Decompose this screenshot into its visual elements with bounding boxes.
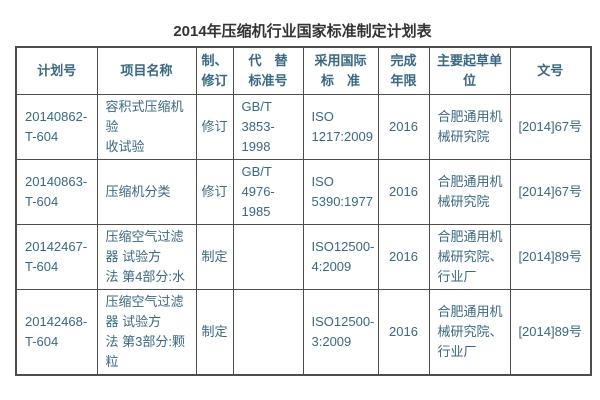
cell-doc_no: [2014]67号 xyxy=(509,158,592,225)
cell-year: 2016 xyxy=(377,288,430,376)
table-row: 20140862- T-604 容积式压缩机验 收试验 修订 GB/T 3853- 1… xyxy=(15,93,592,160)
cell-replaced_std xyxy=(232,223,304,290)
cell-drafting_unit: 合肥通用机 械研究院、 行业厂 xyxy=(428,223,511,290)
table-row: 20142468- T-604 压缩空气过滤 器 试验方 法 第3部分:颗 粒制定… xyxy=(15,288,592,376)
cell-doc_no: [2014]67号 xyxy=(509,93,592,160)
cell-replaced_std: GB/T 4976- 1985 xyxy=(232,158,304,225)
column-header-replaced_std: 代 替 标准号 xyxy=(232,46,304,95)
table-row: 20142467- T-604 压缩空气过滤 器 试验方 法 第4部分:水 制定 IS… xyxy=(15,223,592,290)
cell-intl_std: ISO 5390:1977 xyxy=(302,158,379,225)
table-body: 20140862- T-604 容积式压缩机验 收试验 修订 GB/T 3853- 1… xyxy=(15,93,592,376)
cell-project_name: 容积式压缩机验 收试验 xyxy=(96,93,197,160)
cell-doc_no: [2014]89号 xyxy=(509,223,592,290)
column-header-drafting_unit: 主要起草单 位 xyxy=(428,46,511,95)
cell-project_name: 压缩空气过滤 器 试验方 法 第4部分:水 xyxy=(96,223,197,290)
cell-type: 制定 xyxy=(195,288,234,376)
cell-plan_no: 20142467- T-604 xyxy=(15,223,98,290)
cell-type: 修订 xyxy=(195,93,234,160)
column-header-type: 制、 修订 xyxy=(195,46,234,95)
cell-project_name: 压缩机分类 xyxy=(96,158,197,225)
table-row: 20140863- T-604 压缩机分类 修订 GB/T 4976- 1985 ISO… xyxy=(15,158,592,225)
cell-year: 2016 xyxy=(377,158,430,225)
cell-year: 2016 xyxy=(377,93,430,160)
cell-plan_no: 20142468- T-604 xyxy=(15,288,98,376)
cell-type: 修订 xyxy=(195,158,234,225)
column-header-plan_no: 计划号 xyxy=(15,46,98,95)
cell-replaced_std xyxy=(232,288,304,376)
page: 2014年压缩机行业国家标准制定计划表 计划号 项目名称 制、 修订代 替 标准号采… xyxy=(0,23,600,400)
column-header-project_name: 项目名称 xyxy=(96,46,197,95)
cell-doc_no: [2014]89号 xyxy=(509,288,592,376)
column-header-doc_no: 文号 xyxy=(509,46,592,95)
cell-type: 制定 xyxy=(195,223,234,290)
cell-year: 2016 xyxy=(377,223,430,290)
cell-intl_std: ISO 1217:2009 xyxy=(302,93,379,160)
standards-plan-table: 计划号 项目名称 制、 修订代 替 标准号 采用国际 标 准完成 年限 主要起草单 位文… xyxy=(15,46,592,376)
column-header-intl_std: 采用国际 标 准 xyxy=(302,46,379,95)
page-title: 2014年压缩机行业国家标准制定计划表 xyxy=(173,23,432,40)
table-header-row: 计划号 项目名称 制、 修订代 替 标准号 采用国际 标 准完成 年限 主要起草单 位文… xyxy=(15,46,592,95)
cell-plan_no: 20140863- T-604 xyxy=(15,158,98,225)
cell-drafting_unit: 合肥通用机 械研究院 xyxy=(428,93,511,160)
cell-intl_std: ISO12500- 3:2009 xyxy=(302,288,379,376)
cell-intl_std: ISO12500- 4:2009 xyxy=(302,223,379,290)
cell-replaced_std: GB/T 3853- 1998 xyxy=(232,93,304,160)
column-header-year: 完成 年限 xyxy=(377,46,430,95)
cell-drafting_unit: 合肥通用机 械研究院、 行业厂 xyxy=(428,288,511,376)
cell-plan_no: 20140862- T-604 xyxy=(15,93,98,160)
cell-drafting_unit: 合肥通用机 械研究院 xyxy=(428,158,511,225)
cell-project_name: 压缩空气过滤 器 试验方 法 第3部分:颗 粒 xyxy=(96,288,197,376)
